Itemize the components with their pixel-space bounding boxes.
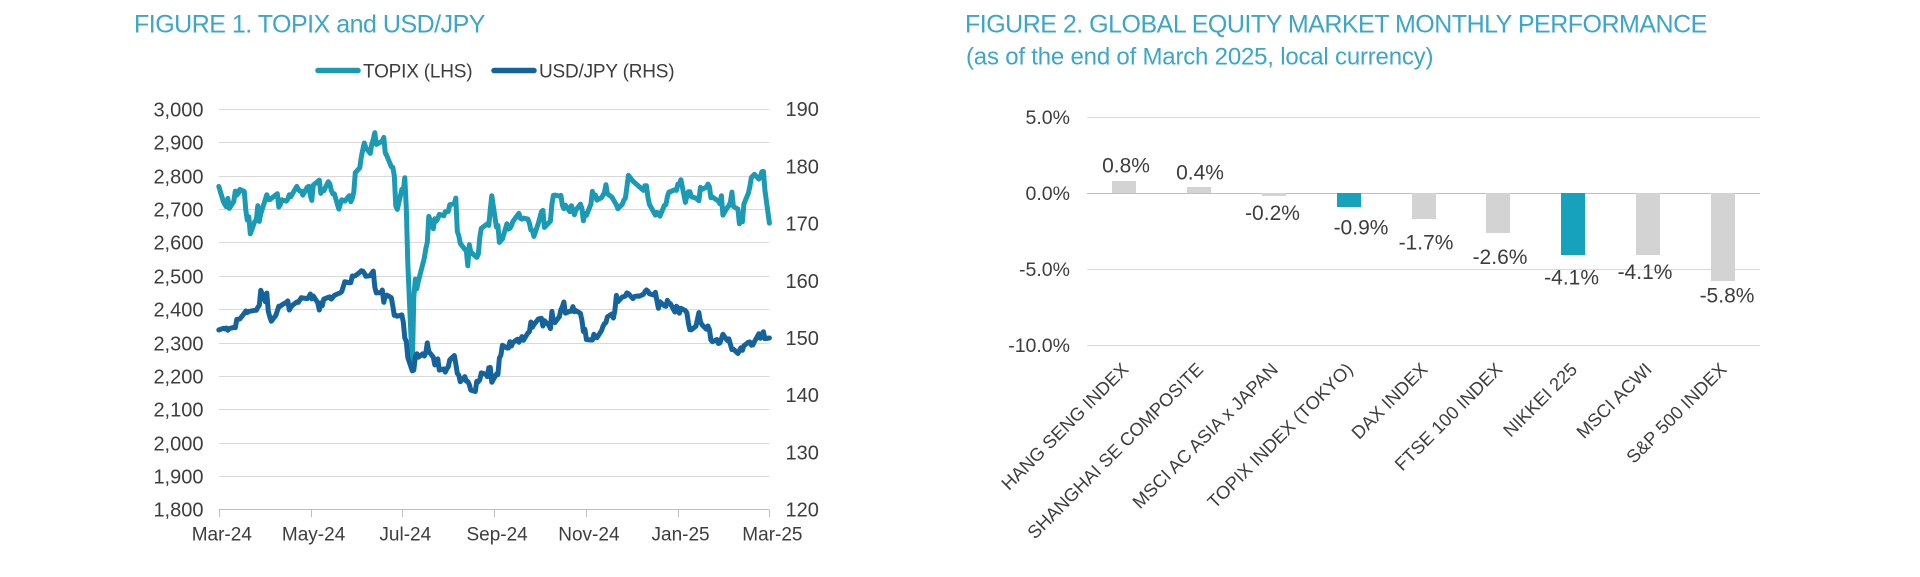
svg-text:-4.1%: -4.1% <box>1618 261 1673 284</box>
svg-text:-5.0%: -5.0% <box>1019 259 1070 281</box>
svg-text:5.0%: 5.0% <box>1026 107 1070 129</box>
svg-text:1,900: 1,900 <box>153 467 203 489</box>
svg-text:2,400: 2,400 <box>153 300 203 322</box>
svg-text:1,800: 1,800 <box>153 500 203 522</box>
svg-text:0.0%: 0.0% <box>1026 183 1070 205</box>
svg-text:2,900: 2,900 <box>153 133 203 155</box>
svg-text:-0.9%: -0.9% <box>1334 216 1389 239</box>
svg-text:USD/JPY (RHS): USD/JPY (RHS) <box>539 62 674 83</box>
svg-text:3,000: 3,000 <box>153 100 203 122</box>
svg-text:160: 160 <box>786 271 819 293</box>
svg-text:2,000: 2,000 <box>153 434 203 456</box>
svg-text:170: 170 <box>786 214 819 236</box>
svg-text:2,300: 2,300 <box>153 334 203 356</box>
svg-text:May-24: May-24 <box>282 525 346 546</box>
svg-text:180: 180 <box>786 156 819 178</box>
svg-text:130: 130 <box>786 442 819 464</box>
svg-text:2,800: 2,800 <box>153 167 203 189</box>
svg-text:-1.7%: -1.7% <box>1399 231 1454 254</box>
svg-text:TOPIX (LHS): TOPIX (LHS) <box>363 62 472 83</box>
svg-text:FIGURE 2. GLOBAL EQUITY MARKET: FIGURE 2. GLOBAL EQUITY MARKET MONTHLY P… <box>965 11 1707 39</box>
svg-text:120: 120 <box>786 500 819 522</box>
svg-text:0.4%: 0.4% <box>1176 162 1224 185</box>
svg-text:2,500: 2,500 <box>153 267 203 289</box>
svg-text:-0.2%: -0.2% <box>1245 202 1300 225</box>
svg-text:2,200: 2,200 <box>153 367 203 389</box>
svg-text:2,600: 2,600 <box>153 233 203 255</box>
svg-text:140: 140 <box>786 385 819 407</box>
svg-text:Mar-25: Mar-25 <box>742 525 802 546</box>
svg-text:Jan-25: Jan-25 <box>652 525 710 546</box>
svg-text:-5.8%: -5.8% <box>1700 284 1755 307</box>
svg-text:-10.0%: -10.0% <box>1008 335 1070 357</box>
svg-text:-2.6%: -2.6% <box>1473 246 1528 269</box>
svg-text:-4.1%: -4.1% <box>1544 266 1599 289</box>
svg-text:Jul-24: Jul-24 <box>379 525 431 546</box>
svg-text:2,100: 2,100 <box>153 400 203 422</box>
svg-text:FIGURE 1. TOPIX and USD/JPY: FIGURE 1. TOPIX and USD/JPY <box>134 11 486 39</box>
svg-text:190: 190 <box>786 99 819 121</box>
svg-text:Sep-24: Sep-24 <box>466 525 528 546</box>
svg-text:Nov-24: Nov-24 <box>558 525 620 546</box>
svg-text:150: 150 <box>786 328 819 350</box>
svg-text:(as of the end of March 2025,: (as of the end of March 2025, local curr… <box>966 44 1433 71</box>
svg-text:Mar-24: Mar-24 <box>192 525 253 546</box>
svg-text:0.8%: 0.8% <box>1102 155 1150 178</box>
svg-text:2,700: 2,700 <box>153 200 203 222</box>
